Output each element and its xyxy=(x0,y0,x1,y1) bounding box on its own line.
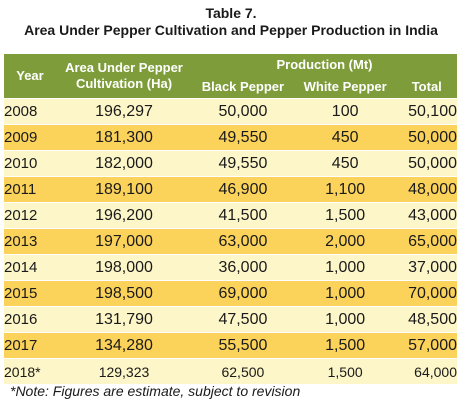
cell-white: 450 xyxy=(293,150,397,177)
table-title: Area Under Pepper Cultivation and Pepper… xyxy=(24,22,438,38)
table-row: 2010 182,000 49,550 450 50,000 xyxy=(4,150,457,177)
header-production: Production (Mt) xyxy=(192,54,457,76)
cell-black: 47,500 xyxy=(192,306,294,333)
header-area-line1: Area Under Pepper xyxy=(65,60,183,75)
cell-white: 1,500 xyxy=(293,202,397,229)
cell-black: 49,550 xyxy=(192,150,294,177)
cell-black: 36,000 xyxy=(192,254,294,281)
cell-black: 49,550 xyxy=(192,124,294,151)
cell-year: 2009 xyxy=(4,124,56,151)
cell-year: 2016 xyxy=(4,306,56,333)
cell-year: 2011 xyxy=(4,176,56,203)
header-year: Year xyxy=(4,54,56,99)
cell-white: 1,100 xyxy=(293,176,397,203)
table-row: 2015 198,500 69,000 1,000 70,000 xyxy=(4,280,457,307)
header-area: Area Under Pepper Cultivation (Ha) xyxy=(56,54,192,99)
table-note: *Note: Figures are estimate, subject to … xyxy=(10,383,301,399)
cell-black: 69,000 xyxy=(192,280,294,307)
cell-black: 46,900 xyxy=(192,176,294,203)
table-row: 2013 197,000 63,000 2,000 65,000 xyxy=(4,228,457,255)
cell-black: 63,000 xyxy=(192,228,294,255)
cell-white: 1,000 xyxy=(293,280,397,307)
header-black-pepper: Black Pepper xyxy=(192,76,294,99)
cell-total: 48,500 xyxy=(396,306,457,333)
cell-total: 57,000 xyxy=(396,332,457,359)
cell-total: 64,000 xyxy=(396,358,457,384)
cell-black: 50,000 xyxy=(192,98,294,125)
table-row: 2014 198,000 36,000 1,000 37,000 xyxy=(4,254,457,281)
cell-total: 48,000 xyxy=(396,176,457,203)
cell-year: 2015 xyxy=(4,280,56,307)
cell-area: 181,300 xyxy=(56,124,192,151)
cell-year: 2010 xyxy=(4,150,56,177)
pepper-table: Year Area Under Pepper Cultivation (Ha) … xyxy=(4,54,457,384)
cell-white: 1,000 xyxy=(293,306,397,333)
table-row: 2017 134,280 55,500 1,500 57,000 xyxy=(4,332,457,359)
table-number: Table 7. xyxy=(205,5,257,21)
cell-black: 62,500 xyxy=(192,358,294,384)
header-area-line2: Cultivation (Ha) xyxy=(75,76,173,91)
cell-white: 1,000 xyxy=(293,254,397,281)
cell-year: 2014 xyxy=(4,254,56,281)
cell-year: 2017 xyxy=(4,332,56,359)
cell-total: 43,000 xyxy=(396,202,457,229)
cell-area: 198,500 xyxy=(56,280,192,307)
cell-area: 197,000 xyxy=(56,228,192,255)
cell-total: 50,000 xyxy=(396,150,457,177)
cell-year: 2013 xyxy=(4,228,56,255)
cell-black: 55,500 xyxy=(192,332,294,359)
cell-area: 131,790 xyxy=(56,306,192,333)
cell-total: 65,000 xyxy=(396,228,457,255)
cell-year: 2008 xyxy=(4,98,56,125)
table-row: 2009 181,300 49,550 450 50,000 xyxy=(4,124,457,151)
cell-total: 50,000 xyxy=(396,124,457,151)
cell-area: 189,100 xyxy=(56,176,192,203)
table-row: 2016 131,790 47,500 1,000 48,500 xyxy=(4,306,457,333)
cell-white: 1,500 xyxy=(293,358,397,384)
cell-white: 100 xyxy=(293,98,397,125)
table-row: 2011 189,100 46,900 1,100 48,000 xyxy=(4,176,457,203)
cell-area: 134,280 xyxy=(56,332,192,359)
table-row: 2012 196,200 41,500 1,500 43,000 xyxy=(4,202,457,229)
table-row: 2018* 129,323 62,500 1,500 64,000 xyxy=(4,358,457,384)
cell-year: 2018* xyxy=(4,358,56,384)
cell-total: 70,000 xyxy=(396,280,457,307)
cell-total: 50,100 xyxy=(396,98,457,125)
cell-white: 450 xyxy=(293,124,397,151)
cell-area: 198,000 xyxy=(56,254,192,281)
table-row: 2008 196,297 50,000 100 50,100 xyxy=(4,98,457,125)
header-white-pepper: White Pepper xyxy=(293,76,397,99)
cell-area: 182,000 xyxy=(56,150,192,177)
cell-year: 2012 xyxy=(4,202,56,229)
cell-area: 196,200 xyxy=(56,202,192,229)
cell-area: 196,297 xyxy=(56,98,192,125)
cell-black: 41,500 xyxy=(192,202,294,229)
header-total: Total xyxy=(396,76,457,99)
cell-total: 37,000 xyxy=(396,254,457,281)
cell-area: 129,323 xyxy=(56,358,192,384)
cell-white: 1,500 xyxy=(293,332,397,359)
cell-white: 2,000 xyxy=(293,228,397,255)
